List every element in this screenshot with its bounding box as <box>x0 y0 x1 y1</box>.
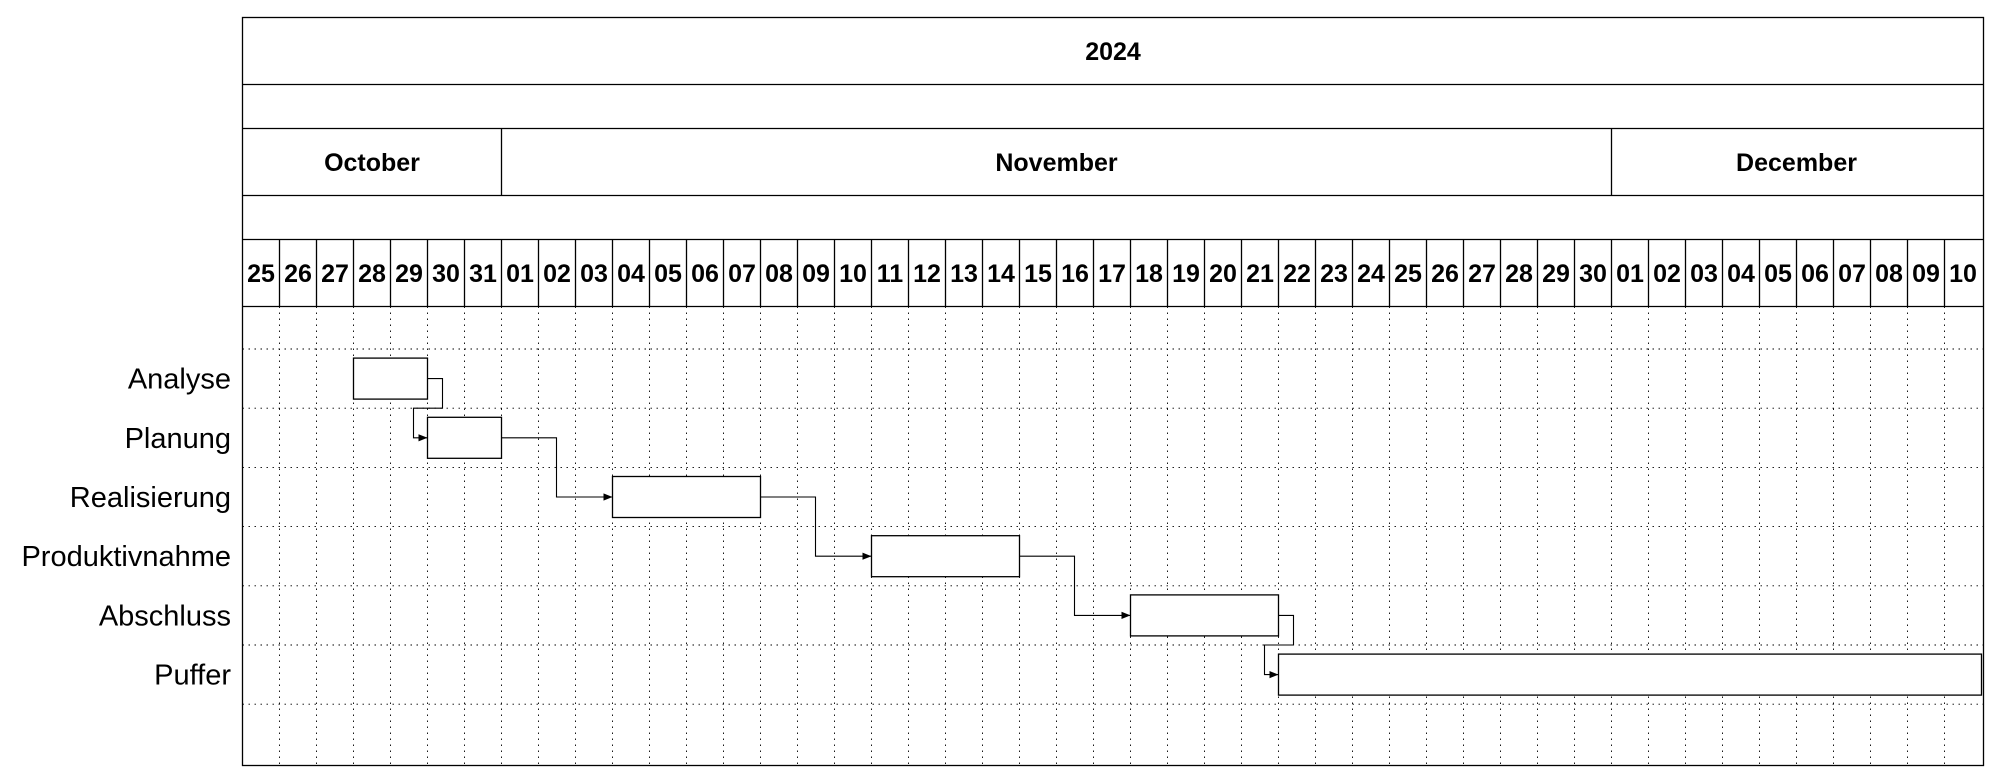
day-label: 25 <box>247 260 275 288</box>
year-label: 2024 <box>1085 38 1141 66</box>
task-label: Planung <box>125 423 231 455</box>
day-label: 08 <box>765 260 793 288</box>
day-label: 09 <box>1912 260 1940 288</box>
day-label: 26 <box>1431 260 1459 288</box>
task-label: Produktivnahme <box>21 541 231 573</box>
day-label: 23 <box>1320 260 1348 288</box>
month-label: October <box>324 149 420 177</box>
day-label: 16 <box>1061 260 1089 288</box>
day-label: 01 <box>1616 260 1644 288</box>
day-label: 04 <box>1727 260 1755 288</box>
day-label: 28 <box>358 260 386 288</box>
task-bar <box>352 357 429 400</box>
day-label: 10 <box>839 260 867 288</box>
day-label: 06 <box>691 260 719 288</box>
day-label: 30 <box>432 260 460 288</box>
day-label: 18 <box>1135 260 1163 288</box>
task-label: Puffer <box>154 660 231 692</box>
day-label: 04 <box>617 260 645 288</box>
task-bar <box>611 475 762 519</box>
day-label: 19 <box>1172 260 1200 288</box>
day-label: 09 <box>802 260 830 288</box>
dependency-arrow <box>412 378 444 442</box>
day-label: 05 <box>1764 260 1792 288</box>
task-bar <box>1277 653 1983 696</box>
day-label: 30 <box>1579 260 1607 288</box>
day-label: 22 <box>1283 260 1311 288</box>
dependency-arrow <box>1019 555 1131 619</box>
day-label: 10 <box>1949 260 1977 288</box>
day-label: 01 <box>506 260 534 288</box>
task-bar <box>426 416 503 459</box>
day-label: 29 <box>1542 260 1570 288</box>
day-label: 13 <box>950 260 978 288</box>
day-label: 14 <box>987 260 1015 288</box>
day-label: 11 <box>877 260 904 288</box>
dependency-arrow <box>1263 614 1295 679</box>
task-label: Analyse <box>128 364 231 396</box>
day-label: 05 <box>654 260 682 288</box>
day-label: 26 <box>284 260 312 288</box>
day-label: 28 <box>1505 260 1533 288</box>
task-bar <box>1129 594 1280 637</box>
task-bar <box>870 535 1021 578</box>
day-label: 21 <box>1246 260 1274 288</box>
day-label: 17 <box>1098 260 1126 288</box>
day-label: 20 <box>1209 260 1237 288</box>
day-label: 12 <box>913 260 941 288</box>
day-label: 31 <box>469 260 497 288</box>
day-label: 25 <box>1394 260 1422 288</box>
day-label: 15 <box>1024 260 1052 288</box>
task-label: Realisierung <box>70 482 231 514</box>
dependency-arrow <box>501 437 613 501</box>
day-label: 03 <box>580 260 608 288</box>
day-label: 02 <box>543 260 571 288</box>
day-label: 06 <box>1801 260 1829 288</box>
day-label: 29 <box>395 260 423 288</box>
day-label: 27 <box>1468 260 1496 288</box>
month-label: November <box>995 149 1118 177</box>
task-label: Abschluss <box>99 600 231 632</box>
day-label: 08 <box>1875 260 1903 288</box>
chart-frame <box>241 16 1985 767</box>
day-label: 07 <box>1838 260 1866 288</box>
day-label: 07 <box>728 260 756 288</box>
day-label: 24 <box>1357 260 1385 288</box>
dependency-arrow <box>760 496 872 560</box>
day-label: 02 <box>1653 260 1681 288</box>
month-label: December <box>1736 149 1857 177</box>
day-label: 03 <box>1690 260 1718 288</box>
day-label: 27 <box>321 260 349 288</box>
